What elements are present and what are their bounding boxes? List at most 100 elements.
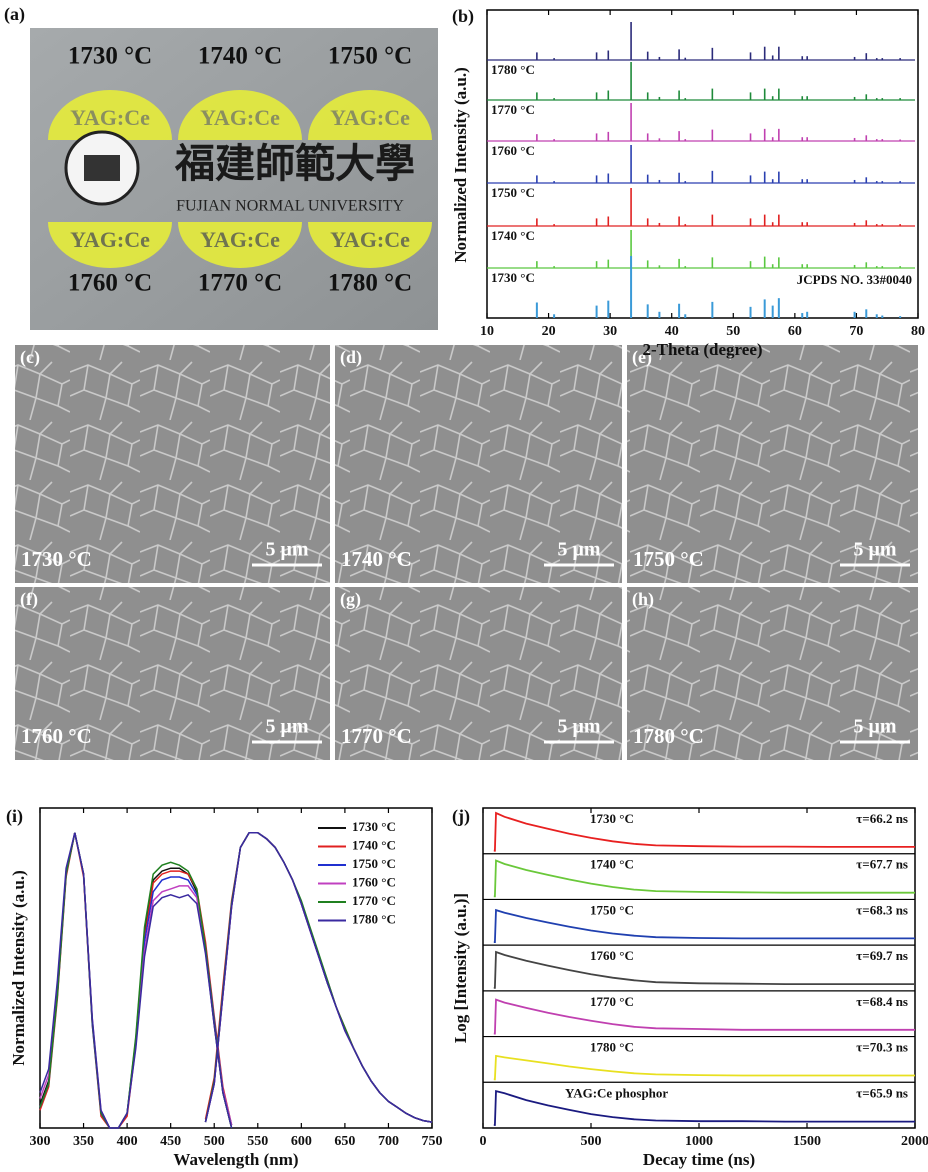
series-label: 1770 °C	[590, 994, 634, 1009]
legend-label: 1770 °C	[352, 893, 396, 908]
sample-label: YAG:Ce	[70, 227, 150, 252]
temperature: 1780 °C	[633, 724, 704, 748]
scale-label: 5 μm	[854, 539, 897, 561]
panel-label: (f)	[20, 589, 38, 610]
series-label: 1750 °C	[491, 185, 535, 200]
x-tick-label: 650	[334, 1134, 355, 1149]
axes-frame	[483, 808, 915, 1128]
x-tick-label: 40	[665, 324, 679, 339]
spectrum-line	[40, 833, 232, 1128]
spectrum-line	[40, 833, 232, 1128]
x-tick-label: 300	[30, 1134, 51, 1149]
scale-label: 5 μm	[854, 716, 897, 738]
panel-label: (j)	[452, 806, 470, 827]
x-axis-label: Wavelength (nm)	[173, 1150, 298, 1169]
lifetime: τ=69.7 ns	[856, 948, 908, 963]
spectrum-line	[206, 833, 433, 1122]
spectrum-line	[206, 833, 433, 1122]
legend-label: 1760 °C	[352, 874, 396, 889]
series-label: 1780 °C	[491, 62, 535, 77]
decay-curve	[494, 1000, 915, 1034]
spectrum-line	[206, 833, 433, 1122]
decay-curve	[494, 1056, 915, 1079]
spectrum-line	[206, 833, 433, 1122]
series-label: 1730 °C	[491, 270, 535, 285]
y-axis-label: Log [Intensity (a.u.)]	[451, 893, 470, 1043]
lifetime: τ=65.9 ns	[856, 1085, 908, 1100]
decay-curve	[494, 813, 915, 851]
x-tick-label: 60	[788, 324, 802, 339]
decay-curve	[494, 910, 915, 942]
y-axis-label: Normalized Intensity (a.u.)	[451, 67, 470, 262]
x-tick-label: 1500	[793, 1134, 821, 1149]
spectrum-line	[206, 833, 433, 1122]
legend-label: 1780 °C	[352, 911, 396, 926]
series-label: 1750 °C	[590, 902, 634, 917]
temperature: 1750 °C	[328, 43, 412, 70]
x-tick-label: 2000	[901, 1134, 928, 1149]
temperature: 1760 °C	[21, 724, 92, 748]
x-tick-label: 20	[542, 324, 556, 339]
sample-label: YAG:Ce	[330, 227, 410, 252]
panel-label: (i)	[6, 806, 23, 827]
series-label: 1760 °C	[590, 948, 634, 963]
x-tick-label: 70	[849, 324, 863, 339]
scale-label: 5 μm	[558, 716, 601, 738]
x-tick-label: 550	[247, 1134, 268, 1149]
temperature: 1770 °C	[341, 724, 412, 748]
panel-label: (h)	[632, 589, 654, 610]
x-tick-label: 30	[603, 324, 617, 339]
temperature: 1750 °C	[633, 547, 704, 571]
panel-label: (g)	[340, 589, 361, 610]
x-tick-label: 350	[73, 1134, 94, 1149]
figure: (a) 1730 °C YAG:Ce YAG:Ce 1760 °C 1740 °C YAG:…	[0, 0, 928, 1172]
legend-label: 1730 °C	[352, 819, 396, 834]
sample-label: YAG:Ce	[200, 105, 280, 130]
spectrum-line	[40, 833, 232, 1128]
x-tick-label: 0	[480, 1134, 487, 1149]
lifetime: τ=66.2 ns	[856, 811, 908, 826]
x-tick-label: 750	[422, 1134, 443, 1149]
university-english: FUJIAN NORMAL UNIVERSITY	[176, 198, 404, 215]
spectrum-line	[40, 833, 232, 1128]
series-label: 1760 °C	[491, 143, 535, 158]
sample-label: YAG:Ce	[70, 105, 150, 130]
scale-label: 5 μm	[266, 716, 309, 738]
x-tick-label: 700	[378, 1134, 399, 1149]
spectrum-line	[206, 833, 433, 1122]
scale-label: 5 μm	[266, 539, 309, 561]
series-label: 1770 °C	[491, 102, 535, 117]
x-axis-label: Decay time (ns)	[643, 1150, 755, 1169]
x-tick-label: 600	[291, 1134, 312, 1149]
temperature: 1730 °C	[68, 43, 152, 70]
temperature: 1760 °C	[68, 270, 152, 297]
logo-building	[84, 155, 120, 181]
series-label: YAG:Ce phosphor	[565, 1085, 668, 1100]
x-tick-label: 450	[160, 1134, 181, 1149]
decay-curve	[494, 952, 915, 988]
sample-label: YAG:Ce	[200, 227, 280, 252]
sample-label: YAG:Ce	[330, 105, 410, 130]
decay-curve	[494, 861, 915, 897]
x-tick-label: 500	[581, 1134, 602, 1149]
temperature: 1740 °C	[341, 547, 412, 571]
lifetime: τ=70.3 ns	[856, 1040, 908, 1055]
x-tick-label: 400	[117, 1134, 138, 1149]
x-tick-label: 50	[726, 324, 740, 339]
reference-label: JCPDS NO. 33#0040	[797, 272, 912, 287]
scale-label: 5 μm	[558, 539, 601, 561]
series-label: 1730 °C	[590, 811, 634, 826]
panel-label: (a)	[4, 4, 25, 25]
lifetime: τ=68.3 ns	[856, 902, 908, 917]
spectrum-line	[40, 833, 232, 1128]
series-label: 1740 °C	[491, 228, 535, 243]
x-tick-label: 10	[480, 324, 494, 339]
panel-label: (b)	[452, 6, 474, 27]
y-axis-label: Normalized Intensity (a.u.)	[9, 870, 28, 1065]
x-tick-label: 80	[911, 324, 925, 339]
legend-label: 1750 °C	[352, 856, 396, 871]
temperature: 1740 °C	[198, 43, 282, 70]
panel-label: (d)	[340, 347, 362, 368]
series-label: 1780 °C	[590, 1040, 634, 1055]
temperature: 1780 °C	[328, 270, 412, 297]
